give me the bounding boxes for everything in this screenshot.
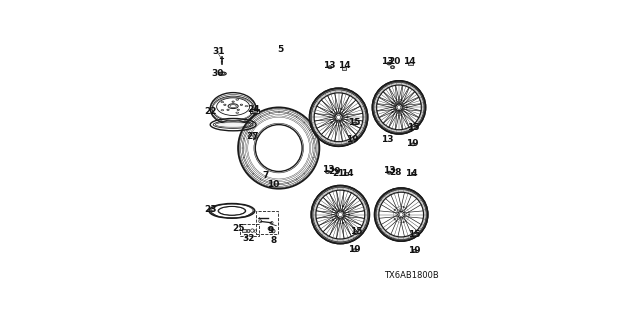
Text: 23: 23 — [204, 205, 216, 214]
Bar — [410, 172, 415, 175]
Text: 14: 14 — [406, 169, 418, 179]
Bar — [246, 229, 249, 232]
Text: 13: 13 — [381, 135, 394, 144]
Text: 19: 19 — [348, 245, 361, 254]
Text: 13: 13 — [383, 166, 396, 175]
Ellipse shape — [352, 249, 356, 252]
Ellipse shape — [353, 122, 357, 125]
Ellipse shape — [351, 140, 356, 143]
Text: TX6AB1800B: TX6AB1800B — [385, 271, 439, 280]
Circle shape — [311, 90, 366, 145]
Ellipse shape — [218, 123, 248, 126]
Bar — [256, 211, 278, 234]
Text: 14: 14 — [403, 57, 415, 66]
Text: 25: 25 — [232, 224, 245, 233]
Circle shape — [374, 82, 424, 132]
Text: 10: 10 — [267, 180, 280, 189]
Bar — [342, 67, 346, 70]
Text: 15: 15 — [407, 123, 419, 132]
Text: 21: 21 — [332, 169, 345, 179]
Ellipse shape — [387, 171, 391, 174]
Text: 28: 28 — [390, 168, 402, 177]
Text: 19: 19 — [408, 246, 420, 255]
Ellipse shape — [219, 72, 226, 75]
Text: 30: 30 — [211, 69, 223, 78]
Bar — [243, 229, 246, 232]
Ellipse shape — [325, 171, 330, 173]
Text: 13: 13 — [381, 57, 394, 66]
Text: 29: 29 — [328, 167, 341, 176]
Text: 14: 14 — [341, 169, 354, 179]
Circle shape — [379, 192, 424, 237]
Text: 27: 27 — [246, 132, 259, 141]
Bar — [344, 172, 348, 175]
Text: 13: 13 — [323, 61, 335, 70]
Text: 15: 15 — [408, 230, 421, 239]
Text: 14: 14 — [339, 61, 351, 70]
Text: 8: 8 — [271, 236, 277, 245]
Text: 7: 7 — [262, 171, 269, 180]
Text: 13: 13 — [322, 165, 334, 174]
Ellipse shape — [390, 66, 395, 69]
Bar — [250, 108, 259, 113]
Ellipse shape — [328, 66, 332, 69]
Ellipse shape — [412, 249, 417, 252]
Circle shape — [316, 190, 365, 239]
Circle shape — [313, 187, 367, 242]
Circle shape — [376, 189, 426, 240]
Text: 15: 15 — [348, 118, 361, 127]
Circle shape — [314, 93, 363, 142]
Circle shape — [376, 85, 421, 130]
Ellipse shape — [387, 62, 391, 65]
Bar — [408, 61, 413, 65]
Text: 20: 20 — [388, 57, 400, 66]
Ellipse shape — [412, 126, 416, 129]
Ellipse shape — [411, 143, 415, 146]
Text: 19: 19 — [406, 139, 419, 148]
Text: 31: 31 — [212, 47, 225, 56]
Text: 32: 32 — [243, 234, 255, 243]
Text: 22: 22 — [204, 107, 216, 116]
Bar — [252, 109, 257, 112]
Text: 19: 19 — [346, 135, 359, 144]
Bar — [240, 224, 259, 236]
Text: 15: 15 — [349, 227, 362, 236]
Text: 5: 5 — [277, 45, 283, 54]
Text: 9: 9 — [267, 226, 273, 235]
Ellipse shape — [354, 232, 358, 235]
Text: 24: 24 — [247, 105, 260, 114]
Ellipse shape — [413, 233, 417, 236]
